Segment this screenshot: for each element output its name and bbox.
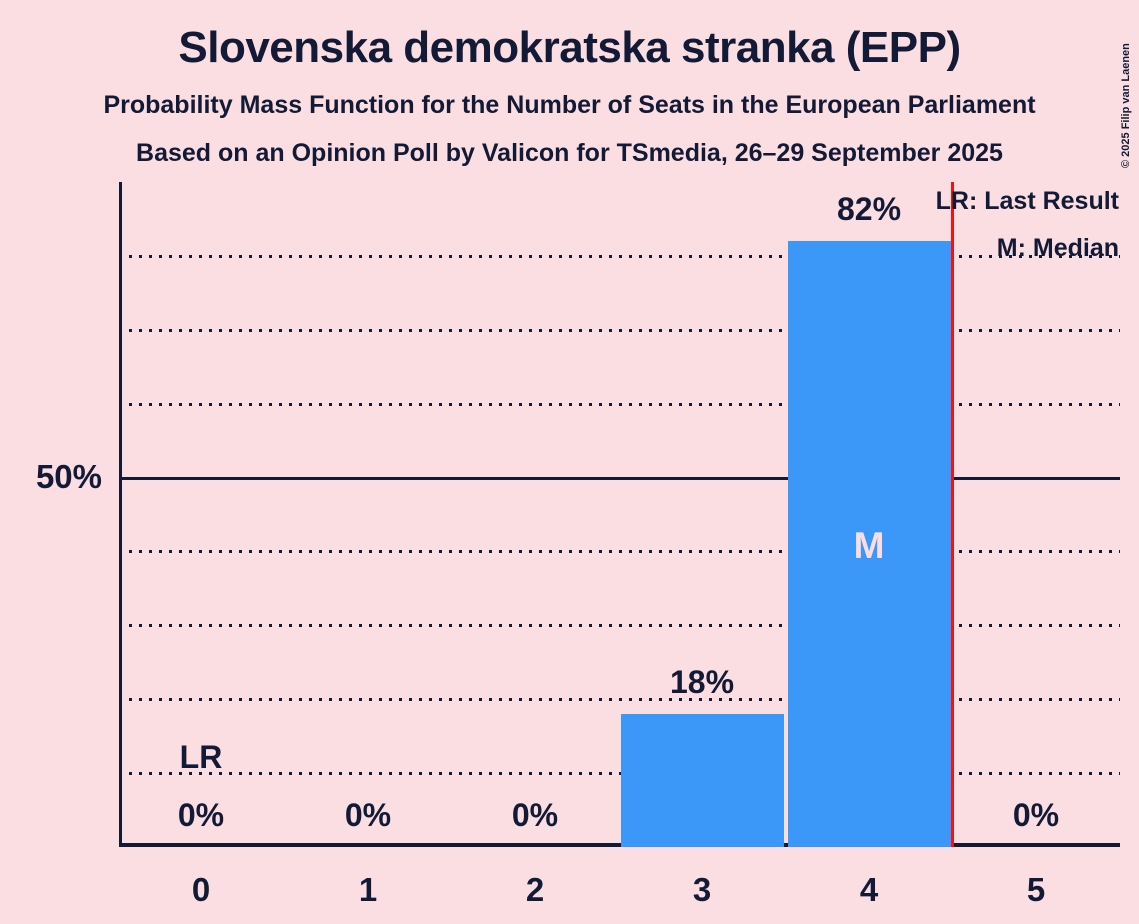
legend: LR: Last Result M: Median <box>936 184 1119 265</box>
median-marker: M <box>853 525 885 566</box>
chart-subtitle: Probability Mass Function for the Number… <box>103 91 1036 119</box>
x-tick-seat-2: 2 <box>525 871 545 908</box>
legend-last-result: LR: Last Result <box>935 187 1119 215</box>
legend-median: M: Median <box>996 234 1119 262</box>
gridline-20pct <box>119 698 1120 702</box>
gridline-10pct <box>119 772 1120 776</box>
last-result-marker: LR <box>179 739 223 775</box>
copyright-text: © 2025 Filip van Laenen <box>1120 43 1132 168</box>
x-tick-seat-1: 1 <box>358 871 378 908</box>
gridline-40pct <box>119 550 1120 554</box>
gridline-30pct <box>119 624 1120 628</box>
chart-title: Slovenska demokratska stranka (EPP) <box>178 23 961 72</box>
plot-area <box>119 182 1120 847</box>
y-axis-50pct-label: 50% <box>35 458 102 495</box>
x-tick-seat-4: 4 <box>859 871 879 908</box>
gridline-70pct <box>119 328 1120 332</box>
bar-seat-4 <box>787 241 951 847</box>
value-label-seat-5: 0% <box>1012 797 1060 833</box>
gridline-60pct <box>119 402 1120 406</box>
x-tick-seat-3: 3 <box>692 871 712 908</box>
bar-seat-3 <box>620 714 784 847</box>
x-tick-seat-0: 0 <box>191 871 211 908</box>
value-label-seat-2: 0% <box>511 797 559 833</box>
value-label-seat-3: 18% <box>669 664 735 700</box>
chart-source-line: Based on an Opinion Poll by Valicon for … <box>136 139 1003 167</box>
value-label-seat-0: 0% <box>177 797 225 833</box>
last-result-line <box>951 182 954 847</box>
x-tick-seat-5: 5 <box>1026 871 1046 908</box>
value-label-seat-1: 0% <box>344 797 392 833</box>
gridline-50pct-solid <box>119 476 1120 480</box>
gridline-80pct <box>119 254 1120 258</box>
value-label-seat-4: 82% <box>836 191 902 228</box>
